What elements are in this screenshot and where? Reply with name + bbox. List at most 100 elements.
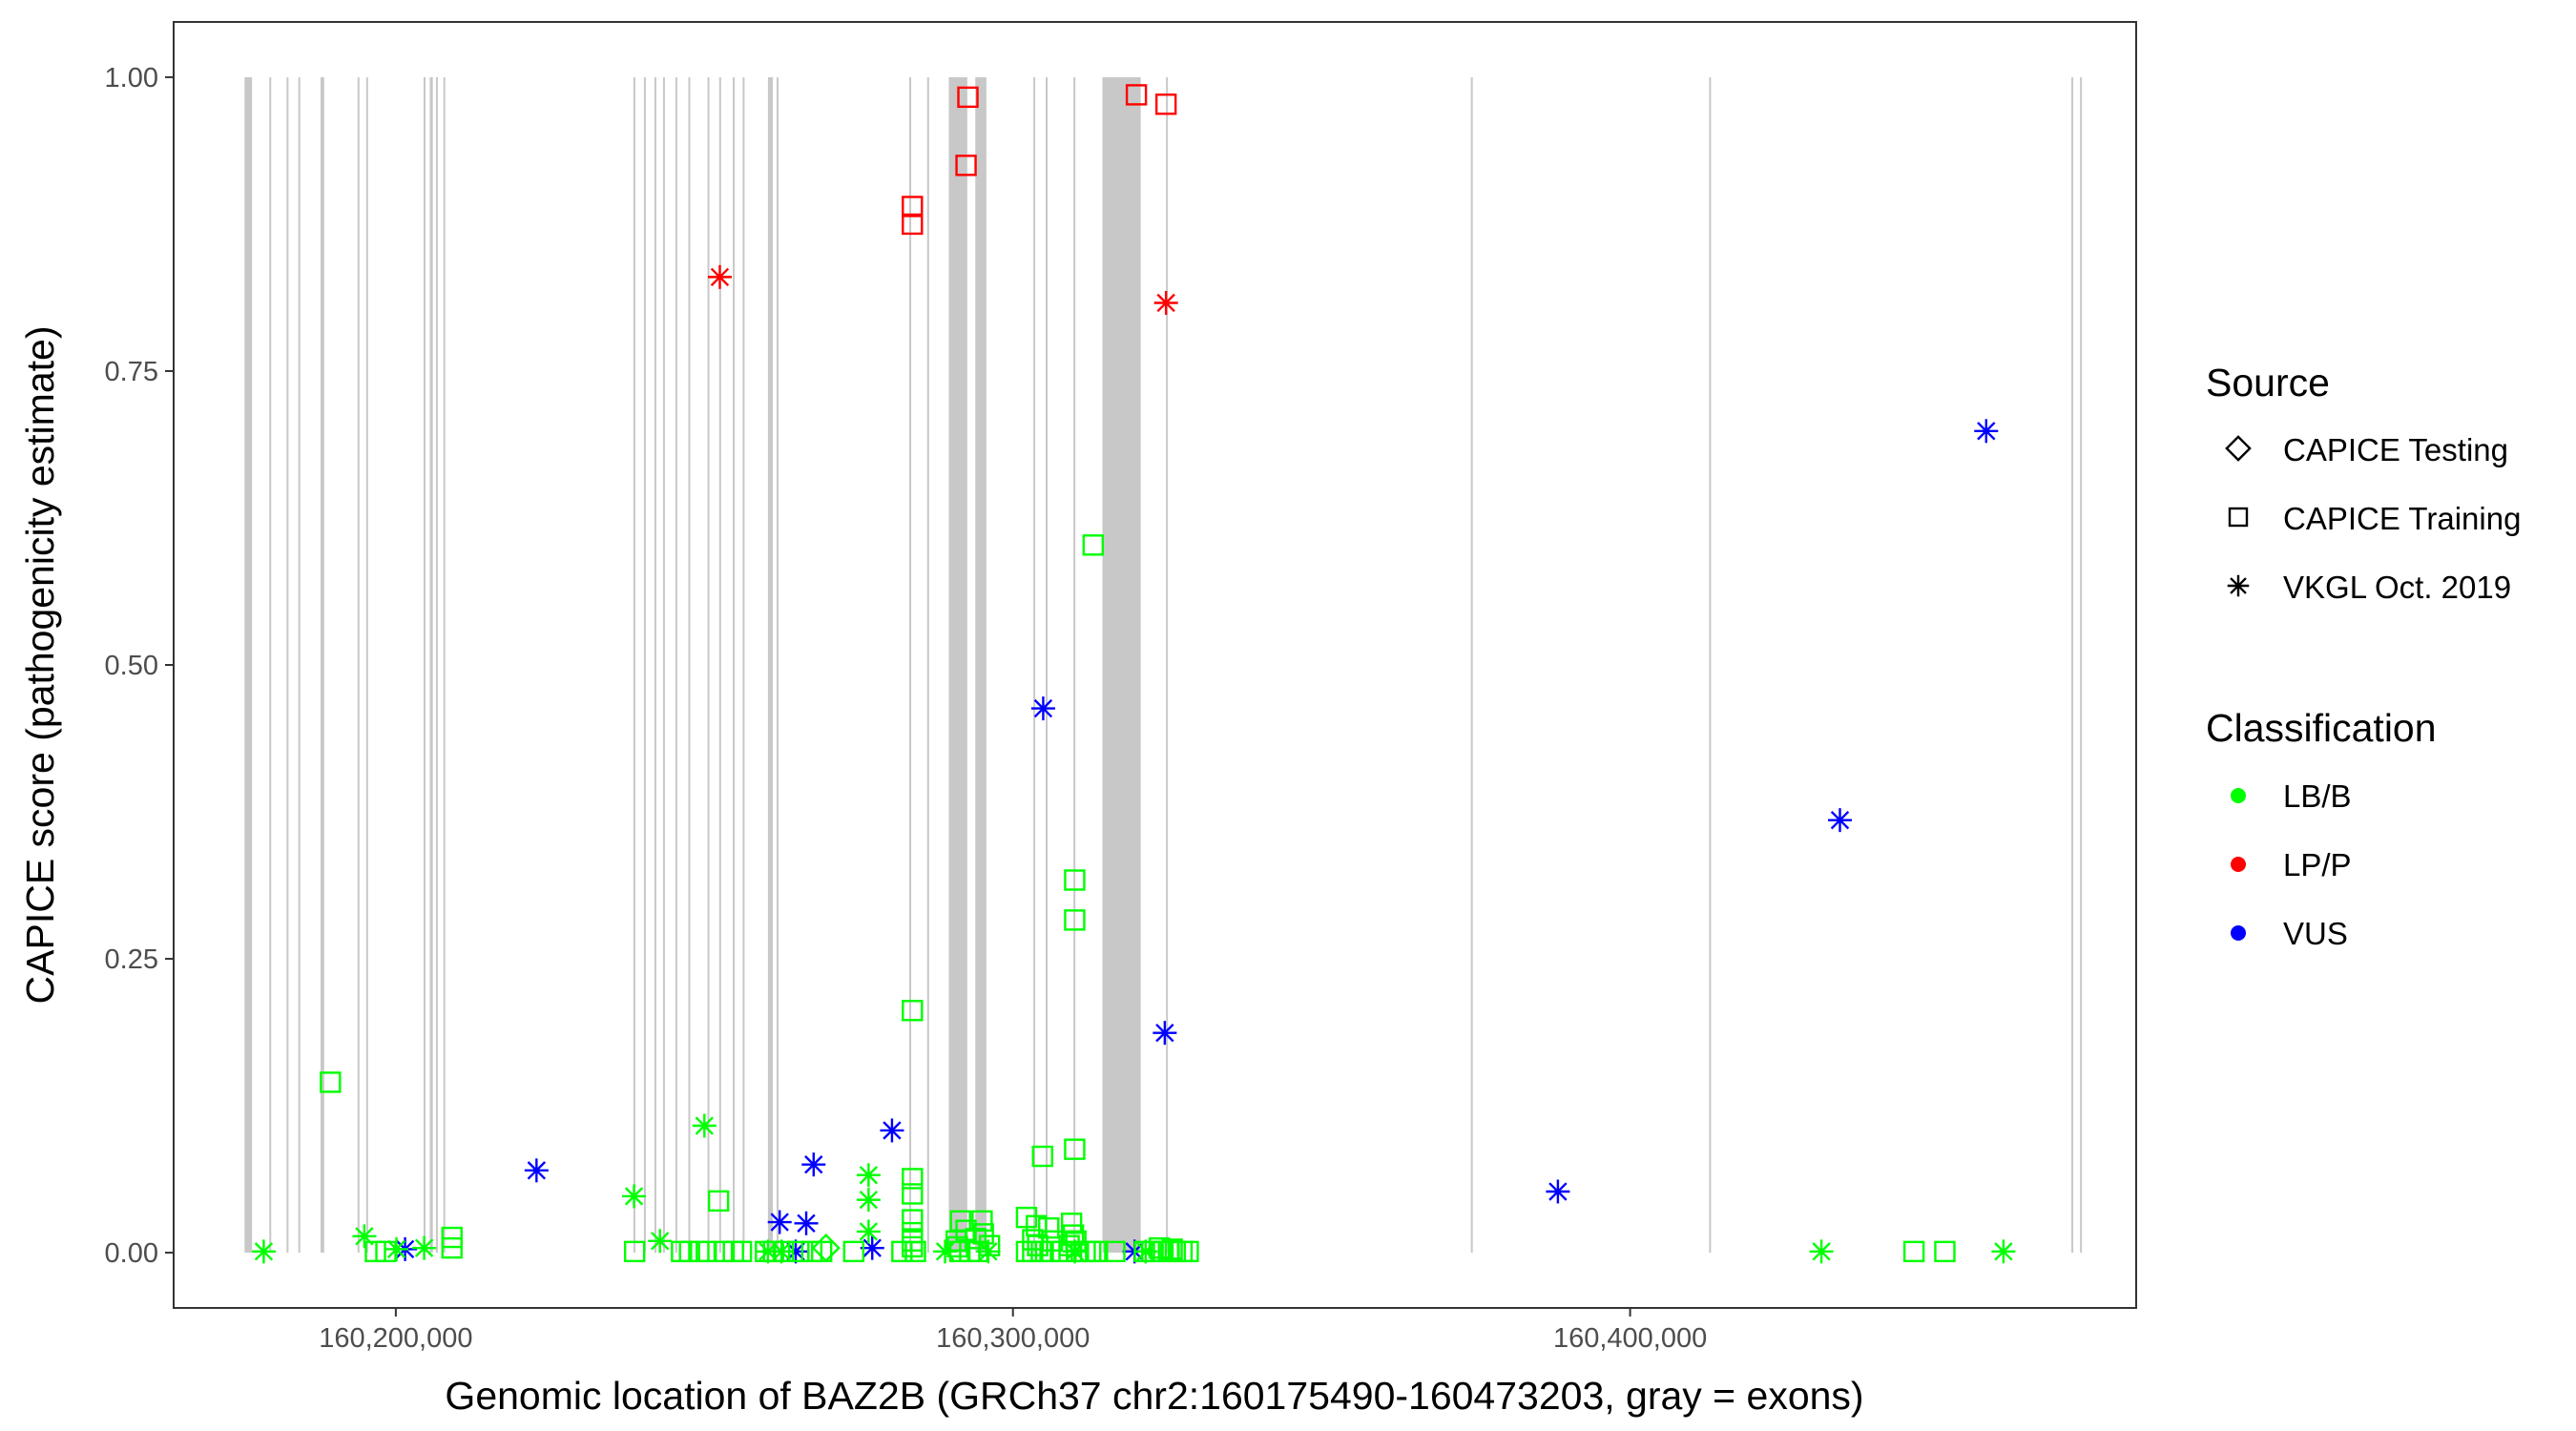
data-point-square: [707, 1190, 730, 1213]
data-points: [251, 84, 2016, 1264]
exon-band: [2080, 76, 2083, 1254]
legend-label-vkgl: VKGL Oct. 2019: [2283, 570, 2511, 605]
data-point-asterisk: [692, 1113, 717, 1138]
legend-classification: Classification LB/B LP/P VUS: [2206, 706, 2437, 951]
data-point-square: [966, 1240, 989, 1263]
legend-key-lb-b: [2231, 788, 2246, 803]
data-point-square: [902, 1183, 924, 1205]
legend-source-title: Source: [2206, 361, 2330, 404]
data-point-square: [1064, 909, 1086, 931]
legend-label-vus: VUS: [2283, 916, 2348, 951]
data-point-square: [1051, 1240, 1073, 1263]
legend-key-square: [2228, 507, 2249, 528]
data-point-asterisk: [1030, 696, 1055, 721]
y-axis-title: CAPICE score (pathogenicity estimate): [18, 326, 62, 1005]
exon-band: [423, 76, 426, 1254]
exon-band: [1033, 76, 1036, 1254]
data-point-asterisk: [856, 1188, 881, 1213]
legend-item-vkgl: VKGL Oct. 2019: [2227, 570, 2511, 605]
data-point-square: [902, 213, 924, 236]
data-point-square: [902, 1209, 924, 1231]
data-point-square: [1060, 1213, 1083, 1234]
data-point-square: [696, 1240, 717, 1263]
exon-band: [742, 76, 745, 1254]
exon-band: [718, 76, 721, 1254]
x-axis-title: Genomic location of BAZ2B (GRCh37 chr2:1…: [445, 1374, 1863, 1418]
data-point-square: [955, 155, 977, 176]
data-point-asterisk: [856, 1219, 881, 1244]
exon-band: [926, 76, 929, 1254]
data-point-square: [730, 1240, 753, 1263]
exon-band: [357, 76, 360, 1254]
data-point-square: [624, 1240, 646, 1263]
exon-band: [435, 76, 438, 1254]
data-point-square: [1934, 1240, 1956, 1263]
y-tick-label: 0.00: [105, 1238, 158, 1269]
legend-label-lp-p: LP/P: [2283, 847, 2352, 882]
legend-item-lp-p: LP/P: [2231, 847, 2352, 882]
exon-band: [320, 76, 324, 1254]
data-point-asterisk: [707, 264, 732, 289]
exon-band: [269, 76, 272, 1254]
legend-item-capice-training: CAPICE Training: [2228, 501, 2521, 536]
exon-band: [948, 76, 967, 1254]
data-point-square: [946, 1235, 968, 1258]
exon-band: [733, 76, 736, 1254]
exon-band: [633, 76, 635, 1254]
data-point-square: [1027, 1234, 1049, 1256]
exon-band: [286, 76, 289, 1254]
data-point-square: [1039, 1240, 1061, 1263]
data-point-asterisk: [251, 1239, 276, 1264]
exon-band: [2071, 76, 2074, 1254]
exon-band: [707, 76, 710, 1254]
exon-band: [244, 76, 253, 1254]
data-point-square: [1125, 84, 1148, 106]
data-point-square: [902, 196, 924, 218]
data-point-square: [1104, 1240, 1126, 1263]
exon-band: [675, 76, 677, 1254]
data-point-asterisk: [524, 1158, 549, 1183]
exon-band: [1046, 76, 1049, 1254]
data-point-asterisk: [648, 1229, 673, 1254]
exon-band: [1073, 76, 1076, 1254]
x-tick-label: 160,200,000: [319, 1323, 472, 1354]
exon-band: [767, 76, 774, 1254]
exon-band: [975, 76, 987, 1254]
legend-label-lb-b: LB/B: [2283, 778, 2352, 814]
data-point-asterisk: [1153, 290, 1178, 315]
legend-label-capice-testing: CAPICE Testing: [2283, 432, 2508, 467]
data-point-asterisk: [1546, 1179, 1570, 1204]
data-point-square: [902, 1168, 924, 1190]
data-point-square: [1177, 1240, 1199, 1263]
exon-band: [298, 76, 301, 1254]
data-point-square: [375, 1240, 397, 1263]
exon-band: [688, 76, 691, 1254]
y-tick-label: 1.00: [105, 63, 158, 93]
data-point-square: [1064, 869, 1086, 891]
data-point-square: [902, 1000, 924, 1022]
exon-band: [776, 76, 779, 1254]
data-point-asterisk: [412, 1235, 437, 1260]
exon-band: [1470, 76, 1473, 1254]
x-axis: 160,200,000 160,300,000 160,400,000: [319, 1308, 1707, 1354]
data-point-square: [441, 1236, 463, 1259]
y-tick-label: 0.75: [105, 357, 158, 387]
data-point-square: [320, 1071, 342, 1093]
legend-item-capice-testing: CAPICE Testing: [2225, 432, 2508, 467]
exon-bands: [244, 76, 2083, 1254]
data-point-square: [1087, 1240, 1109, 1263]
y-axis: 0.00 0.25 0.50 0.75 1.00: [105, 63, 174, 1269]
exon-band: [365, 76, 368, 1254]
legend-key-lp-p: [2231, 857, 2246, 872]
data-point-asterisk: [794, 1211, 819, 1235]
legend-label-capice-training: CAPICE Training: [2283, 501, 2521, 536]
exon-band: [1166, 76, 1169, 1254]
data-point-square: [1154, 93, 1177, 115]
data-point-asterisk: [1153, 1021, 1177, 1046]
data-point-square: [972, 1223, 994, 1245]
data-point-square: [1064, 1138, 1086, 1160]
y-tick-label: 0.25: [105, 944, 158, 975]
data-point-asterisk: [801, 1152, 826, 1177]
data-point-square: [1902, 1240, 1925, 1263]
